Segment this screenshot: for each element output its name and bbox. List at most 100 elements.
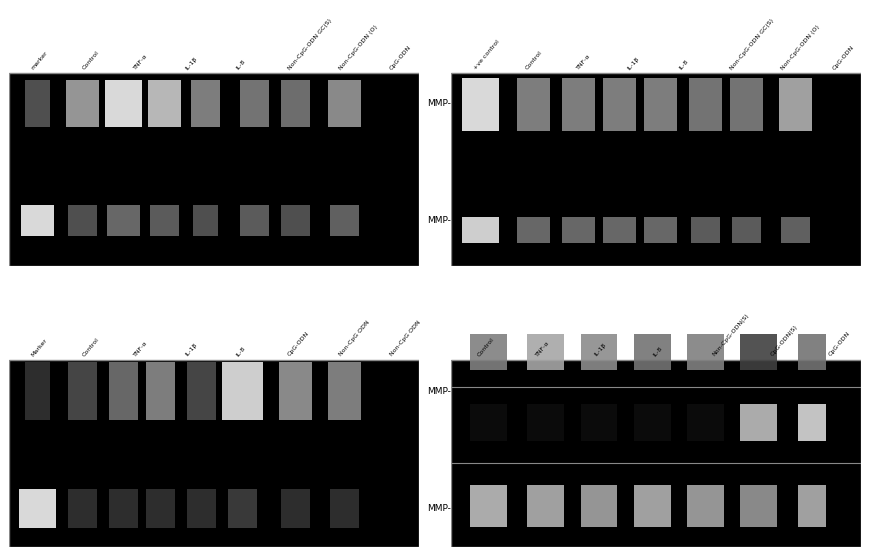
FancyBboxPatch shape	[634, 334, 670, 371]
FancyBboxPatch shape	[797, 404, 826, 441]
FancyBboxPatch shape	[687, 334, 723, 371]
FancyBboxPatch shape	[643, 217, 676, 243]
FancyBboxPatch shape	[107, 205, 140, 236]
FancyBboxPatch shape	[191, 80, 220, 127]
Text: TNF-α: TNF-α	[575, 53, 591, 71]
FancyBboxPatch shape	[240, 205, 269, 236]
FancyBboxPatch shape	[527, 404, 563, 441]
FancyBboxPatch shape	[146, 489, 175, 528]
FancyBboxPatch shape	[281, 205, 309, 236]
Text: CpG-ODN: CpG-ODN	[388, 44, 412, 71]
FancyBboxPatch shape	[687, 404, 723, 441]
FancyBboxPatch shape	[780, 217, 809, 243]
FancyBboxPatch shape	[461, 217, 498, 243]
Text: Non-CpG ODN: Non-CpG ODN	[388, 320, 421, 357]
Text: CpG-ODN: CpG-ODN	[827, 331, 851, 357]
FancyBboxPatch shape	[516, 217, 549, 243]
FancyBboxPatch shape	[561, 79, 594, 131]
Text: IL-8: IL-8	[235, 345, 246, 357]
FancyBboxPatch shape	[527, 485, 563, 526]
Text: Non-CpG-ODN GC(S): Non-CpG-ODN GC(S)	[287, 18, 332, 71]
Text: CpG-ODN: CpG-ODN	[287, 331, 309, 357]
FancyBboxPatch shape	[25, 80, 50, 127]
FancyBboxPatch shape	[580, 485, 617, 526]
FancyBboxPatch shape	[740, 404, 776, 441]
FancyBboxPatch shape	[469, 485, 506, 526]
FancyBboxPatch shape	[109, 362, 137, 420]
Text: Control: Control	[82, 50, 100, 71]
FancyBboxPatch shape	[469, 404, 506, 441]
Text: IL-1β: IL-1β	[627, 56, 640, 71]
FancyBboxPatch shape	[281, 80, 309, 127]
FancyBboxPatch shape	[148, 80, 181, 127]
FancyBboxPatch shape	[643, 79, 676, 131]
FancyBboxPatch shape	[602, 79, 635, 131]
Text: TNF-α: TNF-α	[133, 340, 149, 357]
FancyBboxPatch shape	[19, 489, 56, 528]
FancyBboxPatch shape	[451, 360, 860, 547]
FancyBboxPatch shape	[328, 80, 361, 127]
FancyBboxPatch shape	[228, 489, 256, 528]
FancyBboxPatch shape	[634, 404, 670, 441]
FancyBboxPatch shape	[279, 362, 312, 420]
FancyBboxPatch shape	[146, 362, 175, 420]
Text: MMP-9: MMP-9	[427, 99, 456, 108]
Text: TNF-α: TNF-α	[133, 53, 149, 71]
Text: Non-CpG-ODN GC(S): Non-CpG-ODN GC(S)	[728, 18, 774, 71]
Text: Marker: Marker	[30, 337, 49, 357]
FancyBboxPatch shape	[9, 360, 418, 547]
FancyBboxPatch shape	[580, 334, 617, 371]
Text: CpG-ODN(S): CpG-ODN(S)	[769, 324, 798, 357]
FancyBboxPatch shape	[527, 334, 563, 371]
FancyBboxPatch shape	[187, 362, 216, 420]
FancyBboxPatch shape	[797, 334, 826, 371]
FancyBboxPatch shape	[634, 485, 670, 526]
Text: Non-CpG-ODN (O): Non-CpG-ODN (O)	[337, 24, 378, 71]
Text: IL-1β: IL-1β	[594, 342, 607, 357]
Text: MMP-2: MMP-2	[427, 504, 455, 513]
FancyBboxPatch shape	[240, 80, 269, 127]
FancyBboxPatch shape	[561, 217, 594, 243]
FancyBboxPatch shape	[68, 489, 96, 528]
FancyBboxPatch shape	[451, 73, 860, 266]
FancyBboxPatch shape	[740, 334, 776, 371]
Text: IL-1β: IL-1β	[184, 56, 197, 71]
Text: IL-8: IL-8	[652, 345, 663, 357]
Text: Control: Control	[82, 337, 100, 357]
FancyBboxPatch shape	[740, 485, 776, 526]
Text: IL-8: IL-8	[677, 59, 688, 71]
Text: MMP-9: MMP-9	[427, 387, 456, 395]
FancyBboxPatch shape	[602, 217, 635, 243]
Text: +ve control: +ve control	[473, 39, 501, 71]
FancyBboxPatch shape	[187, 489, 216, 528]
FancyBboxPatch shape	[580, 404, 617, 441]
FancyBboxPatch shape	[688, 79, 721, 131]
Text: CpG-ODN: CpG-ODN	[831, 44, 854, 71]
FancyBboxPatch shape	[461, 79, 498, 131]
FancyBboxPatch shape	[281, 489, 309, 528]
FancyBboxPatch shape	[469, 334, 506, 371]
FancyBboxPatch shape	[729, 79, 762, 131]
FancyBboxPatch shape	[9, 73, 418, 266]
FancyBboxPatch shape	[21, 205, 54, 236]
FancyBboxPatch shape	[330, 489, 359, 528]
FancyBboxPatch shape	[222, 362, 262, 420]
FancyBboxPatch shape	[328, 362, 361, 420]
FancyBboxPatch shape	[797, 485, 826, 526]
Text: TNF-α: TNF-α	[534, 340, 551, 357]
Text: Non-CpG-ODN (O): Non-CpG-ODN (O)	[779, 24, 820, 71]
FancyBboxPatch shape	[193, 205, 217, 236]
Text: Control: Control	[524, 50, 542, 71]
Text: IL-8: IL-8	[235, 59, 246, 71]
FancyBboxPatch shape	[68, 362, 96, 420]
FancyBboxPatch shape	[68, 205, 96, 236]
FancyBboxPatch shape	[150, 205, 179, 236]
Text: Non-CpG-ODN(S): Non-CpG-ODN(S)	[710, 313, 748, 357]
FancyBboxPatch shape	[516, 79, 549, 131]
Text: IL-1β: IL-1β	[184, 342, 197, 357]
Text: Non-CpG ODN: Non-CpG ODN	[337, 320, 370, 357]
Text: marker: marker	[30, 50, 49, 71]
FancyBboxPatch shape	[25, 362, 50, 420]
Text: Control: Control	[476, 337, 494, 357]
FancyBboxPatch shape	[330, 205, 359, 236]
